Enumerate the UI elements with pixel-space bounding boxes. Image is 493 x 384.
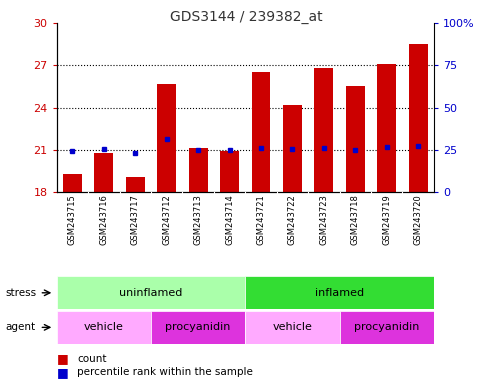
Text: procyanidin: procyanidin	[166, 322, 231, 333]
Text: vehicle: vehicle	[273, 322, 313, 333]
Bar	[340, 311, 434, 344]
Text: GSM243713: GSM243713	[194, 194, 203, 245]
Bar	[346, 86, 365, 192]
Text: inflamed: inflamed	[315, 288, 364, 298]
Text: ■: ■	[57, 366, 69, 379]
Text: GSM243721: GSM243721	[256, 194, 266, 245]
Text: GSM243722: GSM243722	[288, 194, 297, 245]
Bar	[245, 311, 340, 344]
Bar	[251, 72, 270, 192]
Text: percentile rank within the sample: percentile rank within the sample	[77, 367, 253, 377]
Text: GSM243720: GSM243720	[414, 194, 423, 245]
Text: GSM243723: GSM243723	[319, 194, 328, 245]
Bar	[57, 276, 245, 309]
Bar	[315, 68, 333, 192]
Bar	[157, 84, 176, 192]
Text: GSM243717: GSM243717	[131, 194, 140, 245]
Bar	[57, 311, 151, 344]
Text: count: count	[77, 354, 107, 364]
Text: GSM243715: GSM243715	[68, 194, 77, 245]
Bar	[409, 44, 427, 192]
Bar	[63, 174, 82, 192]
Bar	[377, 64, 396, 192]
Text: ■: ■	[57, 353, 69, 366]
Text: stress: stress	[5, 288, 36, 298]
Bar	[151, 311, 245, 344]
Text: GSM243719: GSM243719	[382, 194, 391, 245]
Bar	[189, 148, 208, 192]
Bar	[283, 105, 302, 192]
Bar	[94, 152, 113, 192]
Text: GDS3144 / 239382_at: GDS3144 / 239382_at	[170, 10, 323, 23]
Text: GSM243712: GSM243712	[162, 194, 171, 245]
Bar	[220, 151, 239, 192]
Text: vehicle: vehicle	[84, 322, 124, 333]
Bar	[126, 177, 145, 192]
Text: GSM243714: GSM243714	[225, 194, 234, 245]
Text: GSM243718: GSM243718	[351, 194, 360, 245]
Text: GSM243716: GSM243716	[99, 194, 108, 245]
Text: uninflamed: uninflamed	[119, 288, 183, 298]
Bar	[245, 276, 434, 309]
Text: procyanidin: procyanidin	[354, 322, 420, 333]
Text: agent: agent	[5, 322, 35, 333]
